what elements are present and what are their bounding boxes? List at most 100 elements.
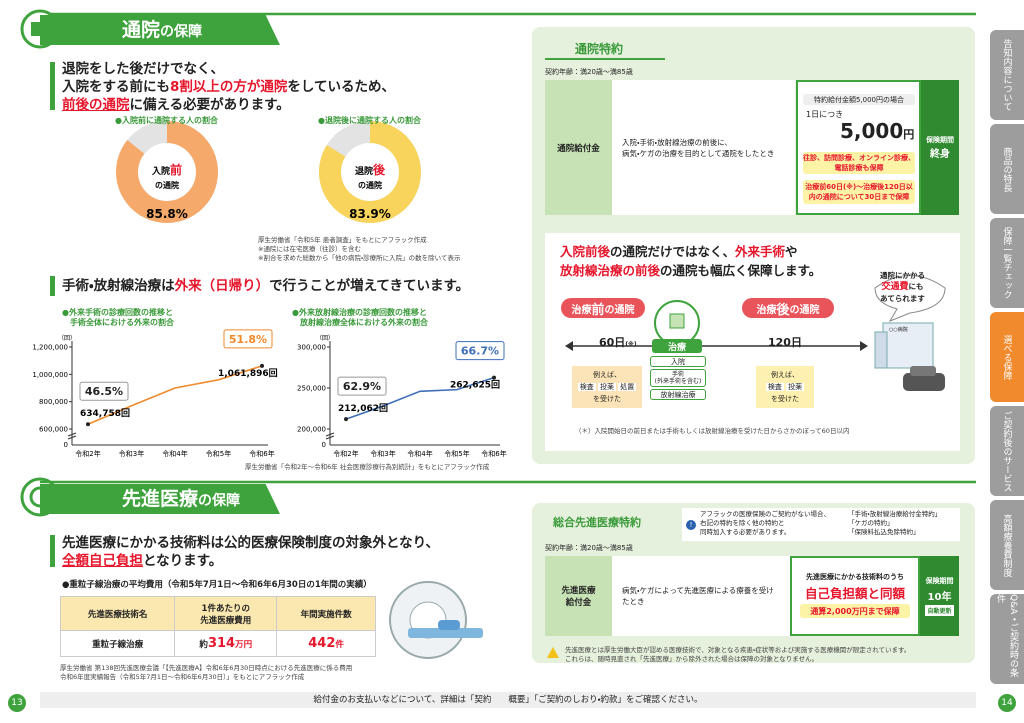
- text: 8割以上の方が通院: [170, 79, 288, 95]
- y-tick-label: 1,200,000: [32, 344, 68, 352]
- text: あてられます: [880, 294, 925, 303]
- text: 後: [776, 302, 790, 318]
- x-tick-label: 令和5年: [206, 449, 231, 458]
- bullet: [50, 535, 55, 567]
- text: で行うことが増えてきています。: [269, 278, 470, 294]
- text: 外来（日帰り）: [174, 278, 270, 294]
- axis-break: [67, 432, 77, 440]
- text: 手術 (外来手術を含む): [650, 369, 706, 387]
- y-tick-label: 0: [322, 441, 326, 449]
- x-tick-label: 令和2年: [333, 449, 358, 458]
- info-icon: !: [686, 520, 696, 530]
- share-box: [79, 381, 129, 401]
- info-box: [682, 508, 960, 541]
- x-tick-label: 令和4年: [407, 449, 432, 458]
- text: 放射線治療の前後: [560, 263, 661, 278]
- text: 保険期間: [925, 577, 954, 585]
- side-tab[interactable]: 選べる保障: [990, 312, 1024, 402]
- donut-slice: [116, 121, 218, 223]
- text: 60日: [599, 336, 626, 349]
- text: 1件あたりの 先進医療費用: [174, 596, 278, 631]
- lead: 退院をした後だけでなく、 入院をする前にも8割以上の方が通院をしているため、 前…: [62, 60, 395, 114]
- text: 契約年齢：満20歳～満85歳: [545, 544, 633, 552]
- unit: （回）: [58, 335, 76, 342]
- side-tab[interactable]: 保障一覧チェック: [990, 218, 1024, 308]
- text: 保険期間: [926, 136, 954, 144]
- value-label: 262,625回: [450, 380, 500, 391]
- text: 後: [372, 162, 386, 177]
- donut-label: 入院前: [151, 162, 182, 177]
- text: 例えば、: [771, 371, 799, 379]
- text: 治療: [756, 304, 777, 316]
- text: 退院: [355, 165, 373, 177]
- text: 入院をする前にも: [62, 79, 170, 95]
- side-tab[interactable]: 商品の特長: [990, 124, 1024, 214]
- text: 検査: [765, 383, 784, 391]
- x-tick-label: 令和3年: [119, 449, 144, 458]
- text: 検査: [577, 383, 596, 391]
- text: 5,000: [840, 119, 904, 143]
- unit: （回）: [316, 335, 334, 342]
- text: 投薬: [598, 383, 616, 391]
- text: 病気・ケガによって先進医療による療養を受けたとき: [612, 556, 790, 636]
- text: 全額自己負担: [62, 553, 143, 569]
- share-box: [455, 341, 505, 361]
- text: 手術・放射線治療は: [62, 278, 175, 294]
- text: 通院にかかる: [880, 271, 925, 280]
- x-tick-label: 令和6年: [249, 449, 274, 458]
- text: 右記の特約を除く他の特約と: [700, 519, 785, 527]
- text: 給付金のお支払いなどについて、詳細は「契約 概要」「ご契約のしおり・約款」をご確…: [40, 692, 976, 708]
- text: 厚生労働省「令和5年 患者調査」をもとにアフラック作成: [258, 236, 427, 244]
- y-tick-label: 0: [64, 441, 68, 449]
- side-tab[interactable]: ご契約後のサービス: [990, 406, 1024, 496]
- text: ●退院後に通院する人の割合: [318, 116, 421, 125]
- warning-icon: [547, 647, 559, 658]
- x-tick-label: 令和4年: [162, 449, 187, 458]
- text: 放射線治療: [650, 389, 706, 400]
- section-header: 通院の保障: [40, 15, 280, 45]
- text: 例えば、: [593, 371, 621, 379]
- callout: 通院にかかる 交通費にも あてられます: [880, 270, 925, 304]
- text: を受けた: [771, 395, 799, 403]
- text: となります。: [143, 553, 223, 569]
- y-tick-label: 800,000: [39, 398, 68, 406]
- text: 「手術・放射線治療給付金特約」: [848, 510, 942, 518]
- text: アフラックの医療保険のご契約がない場合、: [700, 510, 830, 518]
- text: ※通院には在宅医療（往診）を含む: [258, 245, 361, 253]
- side-tab[interactable]: Q&A・ご契約時の条件: [990, 594, 1024, 684]
- y-tick-label: 1,000,000: [32, 371, 68, 379]
- text: にも: [908, 282, 924, 291]
- text: ※割合を求めた総数から「他の病院・診療所に入院」の数を除いて表示: [258, 254, 461, 262]
- text: 入院: [151, 165, 170, 177]
- share-label: 51.8%: [229, 333, 267, 346]
- text: 特約給付金額5,000円の場合: [803, 94, 915, 105]
- text: ○○病院: [889, 327, 908, 333]
- text: 先進医療: [122, 488, 199, 510]
- text: 厚生労働省 第138回先進医療会議「【先進医療A】令和6年6月30日時点における…: [60, 664, 353, 672]
- text: (※): [625, 341, 637, 348]
- side-tab[interactable]: 告知内容について: [990, 30, 1024, 120]
- text: 前後の通院: [62, 97, 130, 113]
- text: 年間実施件数: [276, 596, 376, 631]
- side-tab[interactable]: 高額療養費制度: [990, 500, 1024, 590]
- text: に備える必要があります。: [129, 97, 290, 113]
- text: の通院も幅広く保障します。: [660, 263, 822, 278]
- text: 病気・ケガの治療を目的として通院をしたとき: [622, 148, 775, 158]
- text: 314: [207, 636, 236, 651]
- x-tick-label: 令和5年: [444, 449, 469, 458]
- text: 10年: [927, 592, 952, 603]
- value-label: 1,061,896回: [218, 368, 278, 379]
- text: 終身: [930, 149, 950, 160]
- text: 総合先進医療特約: [553, 516, 641, 529]
- text: 1日につき: [806, 110, 844, 119]
- donut-value: 85.8%: [146, 207, 188, 221]
- text: 重粒子線治療: [59, 630, 176, 657]
- text: 退院をした後だけでなく、: [62, 61, 224, 77]
- text: 往診、訪問診療、オンライン診療、電話診療も保障: [803, 152, 915, 174]
- title-suffix: の保障: [160, 24, 203, 40]
- y-tick-label: 200,000: [297, 426, 326, 434]
- text: の通院: [789, 304, 820, 316]
- text: 「ケガの特約」: [848, 519, 894, 527]
